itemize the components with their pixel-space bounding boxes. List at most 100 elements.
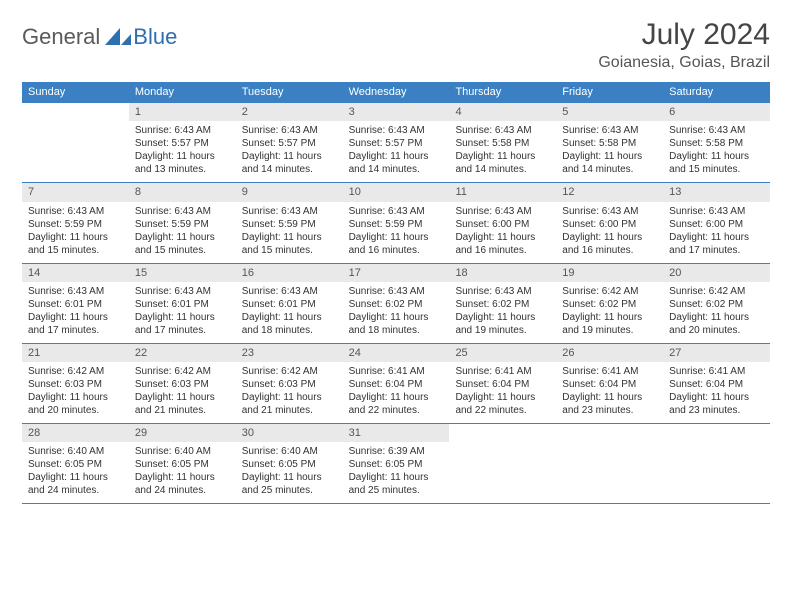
calendar-day [556, 424, 663, 503]
day-line: Sunrise: 6:43 AM [669, 205, 764, 218]
day-details: Sunrise: 6:42 AMSunset: 6:02 PMDaylight:… [556, 282, 663, 343]
day-line: Sunset: 5:59 PM [135, 218, 230, 231]
day-number: 30 [236, 424, 343, 442]
day-number: 21 [22, 344, 129, 362]
logo-text-1: General [22, 24, 100, 50]
day-line: and 23 minutes. [562, 404, 657, 417]
day-line: and 19 minutes. [455, 324, 550, 337]
day-line: Sunrise: 6:42 AM [28, 365, 123, 378]
day-line: Daylight: 11 hours [135, 150, 230, 163]
day-line: and 16 minutes. [349, 244, 444, 257]
calendar-day: 19Sunrise: 6:42 AMSunset: 6:02 PMDayligh… [556, 264, 663, 343]
day-number: 25 [449, 344, 556, 362]
day-line: Sunset: 5:57 PM [135, 137, 230, 150]
day-line: Sunset: 5:58 PM [669, 137, 764, 150]
day-details: Sunrise: 6:40 AMSunset: 6:05 PMDaylight:… [236, 442, 343, 503]
day-line: Sunrise: 6:43 AM [669, 124, 764, 137]
day-line: Sunset: 6:04 PM [669, 378, 764, 391]
dow-header: Monday [129, 82, 236, 102]
day-number: 23 [236, 344, 343, 362]
calendar-day: 1Sunrise: 6:43 AMSunset: 5:57 PMDaylight… [129, 103, 236, 182]
day-line: Daylight: 11 hours [349, 150, 444, 163]
calendar-day: 10Sunrise: 6:43 AMSunset: 5:59 PMDayligh… [343, 183, 450, 262]
day-number: 10 [343, 183, 450, 201]
calendar-day: 29Sunrise: 6:40 AMSunset: 6:05 PMDayligh… [129, 424, 236, 503]
page-title: July 2024 [598, 18, 770, 52]
day-line: Sunset: 6:00 PM [455, 218, 550, 231]
day-line: Daylight: 11 hours [455, 391, 550, 404]
day-line: Daylight: 11 hours [28, 311, 123, 324]
day-line: Daylight: 11 hours [562, 231, 657, 244]
day-line: Sunrise: 6:42 AM [135, 365, 230, 378]
day-line: Daylight: 11 hours [28, 391, 123, 404]
day-line: Daylight: 11 hours [349, 231, 444, 244]
calendar-week: 21Sunrise: 6:42 AMSunset: 6:03 PMDayligh… [22, 344, 770, 424]
day-line: Sunrise: 6:39 AM [349, 445, 444, 458]
calendar-day: 17Sunrise: 6:43 AMSunset: 6:02 PMDayligh… [343, 264, 450, 343]
day-line: Daylight: 11 hours [349, 391, 444, 404]
day-line: and 16 minutes. [455, 244, 550, 257]
day-line: and 14 minutes. [562, 163, 657, 176]
day-line: Sunset: 6:02 PM [349, 298, 444, 311]
day-line: Sunrise: 6:40 AM [242, 445, 337, 458]
dow-header: Friday [556, 82, 663, 102]
day-details: Sunrise: 6:41 AMSunset: 6:04 PMDaylight:… [556, 362, 663, 423]
day-details: Sunrise: 6:41 AMSunset: 6:04 PMDaylight:… [449, 362, 556, 423]
day-details: Sunrise: 6:43 AMSunset: 6:02 PMDaylight:… [343, 282, 450, 343]
day-number: 12 [556, 183, 663, 201]
day-details: Sunrise: 6:43 AMSunset: 5:59 PMDaylight:… [236, 202, 343, 263]
calendar-day: 11Sunrise: 6:43 AMSunset: 6:00 PMDayligh… [449, 183, 556, 262]
day-line: Sunset: 6:05 PM [135, 458, 230, 471]
day-details: Sunrise: 6:42 AMSunset: 6:03 PMDaylight:… [22, 362, 129, 423]
day-line: Sunrise: 6:41 AM [669, 365, 764, 378]
day-line: Sunrise: 6:42 AM [562, 285, 657, 298]
day-line: Sunrise: 6:43 AM [135, 285, 230, 298]
day-line: Sunset: 6:05 PM [349, 458, 444, 471]
day-details: Sunrise: 6:43 AMSunset: 6:00 PMDaylight:… [449, 202, 556, 263]
logo: General Blue [22, 18, 177, 50]
day-line: Sunrise: 6:41 AM [562, 365, 657, 378]
day-line: Sunrise: 6:43 AM [349, 124, 444, 137]
day-line: Sunrise: 6:43 AM [242, 285, 337, 298]
day-details: Sunrise: 6:41 AMSunset: 6:04 PMDaylight:… [663, 362, 770, 423]
day-line: Daylight: 11 hours [242, 391, 337, 404]
day-line: Sunrise: 6:43 AM [242, 124, 337, 137]
day-details: Sunrise: 6:41 AMSunset: 6:04 PMDaylight:… [343, 362, 450, 423]
day-details: Sunrise: 6:42 AMSunset: 6:02 PMDaylight:… [663, 282, 770, 343]
day-details: Sunrise: 6:42 AMSunset: 6:03 PMDaylight:… [129, 362, 236, 423]
dow-header: Thursday [449, 82, 556, 102]
day-line: Sunset: 6:05 PM [28, 458, 123, 471]
calendar-day: 9Sunrise: 6:43 AMSunset: 5:59 PMDaylight… [236, 183, 343, 262]
day-line: Daylight: 11 hours [669, 231, 764, 244]
day-number: 16 [236, 264, 343, 282]
day-line: Daylight: 11 hours [242, 311, 337, 324]
header: General Blue July 2024 Goianesia, Goias,… [22, 18, 770, 72]
day-details: Sunrise: 6:43 AMSunset: 6:02 PMDaylight:… [449, 282, 556, 343]
day-number: 6 [663, 103, 770, 121]
dow-header: Tuesday [236, 82, 343, 102]
day-line: and 20 minutes. [669, 324, 764, 337]
day-details: Sunrise: 6:43 AMSunset: 6:00 PMDaylight:… [663, 202, 770, 263]
day-line: Sunset: 6:01 PM [242, 298, 337, 311]
day-line: and 23 minutes. [669, 404, 764, 417]
day-line: and 25 minutes. [242, 484, 337, 497]
day-line: Sunrise: 6:43 AM [455, 285, 550, 298]
day-number: 26 [556, 344, 663, 362]
day-number: 29 [129, 424, 236, 442]
day-number: 4 [449, 103, 556, 121]
day-number: 22 [129, 344, 236, 362]
day-line: Sunset: 5:58 PM [455, 137, 550, 150]
day-line: Sunset: 5:59 PM [242, 218, 337, 231]
day-line: Daylight: 11 hours [135, 471, 230, 484]
day-number: 31 [343, 424, 450, 442]
day-line: Sunset: 6:01 PM [28, 298, 123, 311]
day-line: Daylight: 11 hours [242, 231, 337, 244]
day-line: Sunset: 6:01 PM [135, 298, 230, 311]
calendar-day: 22Sunrise: 6:42 AMSunset: 6:03 PMDayligh… [129, 344, 236, 423]
day-number: 14 [22, 264, 129, 282]
day-details: Sunrise: 6:43 AMSunset: 6:01 PMDaylight:… [22, 282, 129, 343]
day-line: Sunset: 6:03 PM [28, 378, 123, 391]
calendar-day: 13Sunrise: 6:43 AMSunset: 6:00 PMDayligh… [663, 183, 770, 262]
title-block: July 2024 Goianesia, Goias, Brazil [598, 18, 770, 72]
day-line: and 14 minutes. [455, 163, 550, 176]
